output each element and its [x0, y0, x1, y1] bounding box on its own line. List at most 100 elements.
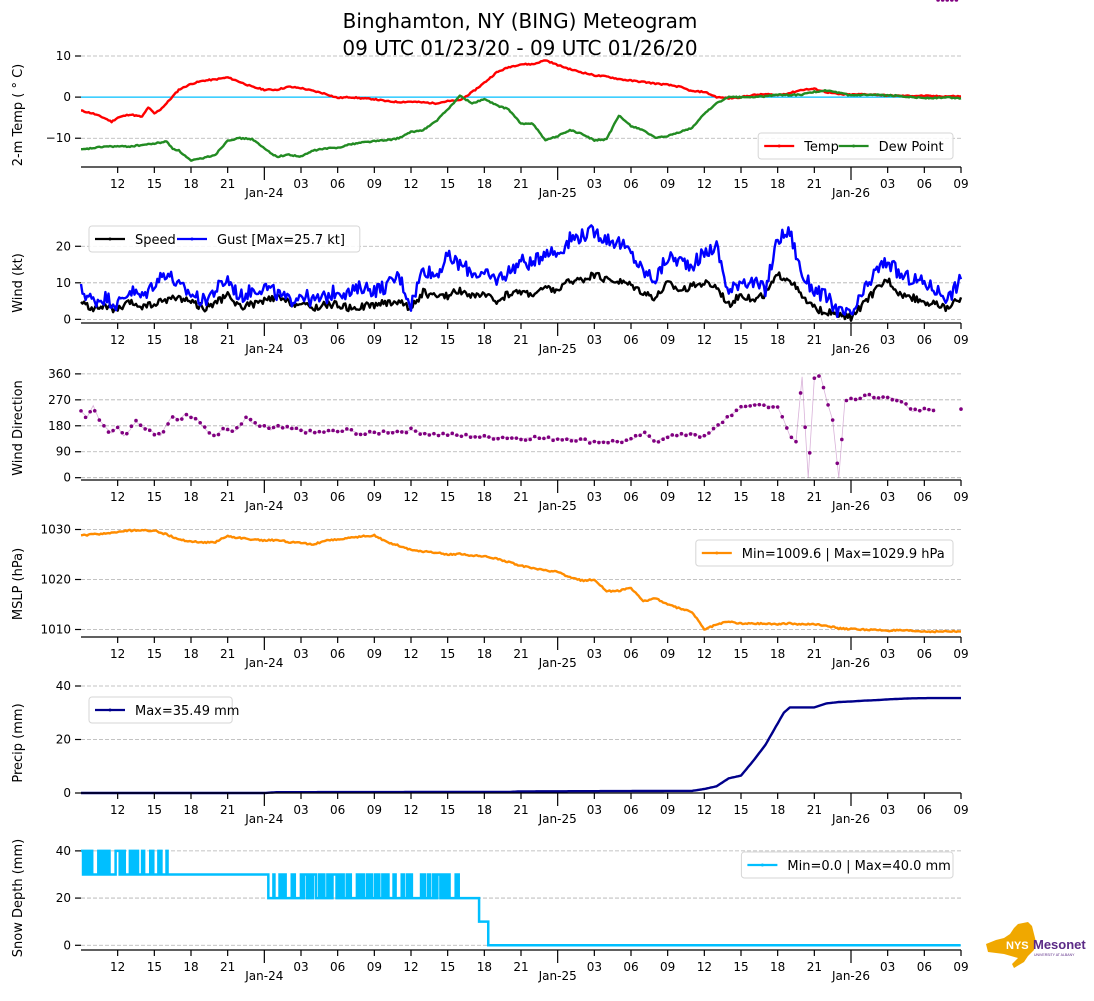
x-tick-label: 12	[403, 490, 418, 504]
x-tick-label: 15	[733, 647, 748, 661]
wind-direction-point	[184, 412, 189, 417]
wind-direction-point	[620, 440, 624, 445]
wind-direction-point	[464, 432, 468, 437]
wind-direction-point	[312, 430, 317, 435]
x-tick-label: 03	[880, 803, 895, 817]
x-tick-label: 09	[953, 177, 968, 191]
x-tick-label: 18	[477, 333, 492, 347]
wind-direction-point	[830, 418, 835, 422]
wind-direction-point	[945, 0, 950, 2]
wind-direction-point	[684, 433, 688, 438]
wind-direction-point	[510, 436, 514, 440]
x-tick-label: Jan-26	[831, 812, 870, 826]
legend-label: Dew Point	[879, 140, 944, 155]
x-tick-label: 09	[367, 960, 382, 974]
wind-direction-point	[367, 429, 372, 434]
wind-direction-point	[97, 418, 102, 422]
legend: Min=0.0 | Max=40.0 mm	[740, 851, 954, 879]
wind-direction-point	[629, 436, 633, 441]
wind-direction-point	[867, 392, 872, 397]
x-tick-label: 03	[880, 960, 895, 974]
wind-direction-point	[762, 403, 766, 407]
x-tick-label: 18	[770, 803, 785, 817]
x-tick-label: 03	[293, 177, 308, 191]
x-tick-label: 15	[440, 960, 455, 974]
wind-direction-point	[578, 437, 583, 441]
legend: Min=1009.6 | Max=1029.9 hPa	[695, 539, 954, 567]
y-tick-label: 10	[56, 276, 71, 290]
x-tick-label: 09	[953, 490, 968, 504]
x-tick-label: 09	[660, 177, 675, 191]
x-tick-label: 18	[770, 333, 785, 347]
wind-direction-point	[922, 406, 927, 411]
wind-direction-point	[807, 451, 812, 455]
x-tick-label: 09	[953, 803, 968, 817]
wind-direction-point	[707, 431, 711, 435]
wind-direction-point	[83, 415, 88, 420]
wind-direction-point	[592, 439, 597, 444]
x-tick-label: 21	[807, 960, 822, 974]
temp-temp-series-line	[81, 59, 962, 124]
x-tick-label: 12	[697, 490, 712, 504]
wind-direction-point	[523, 438, 528, 442]
wind-direction-point	[180, 417, 184, 421]
wind-direction-point	[253, 420, 257, 425]
wind-direction-point	[294, 426, 299, 431]
x-tick-label: 21	[807, 177, 822, 191]
x-tick-label: 18	[477, 490, 492, 504]
wind-direction-point	[166, 422, 170, 426]
wind-direction-point	[803, 425, 807, 430]
mslp-min10096-series-line	[80, 528, 962, 634]
wind-direction-point	[555, 437, 560, 441]
x-tick-label: Jan-25	[538, 186, 577, 200]
wind-direction-point	[899, 399, 904, 404]
wind-direction-point	[895, 398, 899, 403]
wind-direction-point	[739, 404, 743, 409]
x-tick-label: 15	[733, 333, 748, 347]
wind-direction-point	[134, 418, 138, 423]
wind-direction-point	[125, 431, 129, 436]
x-tick-label: 09	[660, 490, 675, 504]
wind-direction-point	[436, 433, 441, 438]
x-tick-label: 06	[917, 960, 932, 974]
wind-direction-point	[514, 436, 519, 440]
wind-direction-point	[262, 423, 267, 428]
wind-direction-point	[537, 436, 542, 441]
x-tick-label: 21	[513, 333, 528, 347]
x-tick-label: 09	[660, 803, 675, 817]
legend-label: Speed	[135, 233, 176, 248]
wind-direction-point	[450, 431, 455, 436]
x-tick-label: 15	[147, 490, 162, 504]
x-tick-label: 12	[403, 803, 418, 817]
wind-speed-series-line	[80, 271, 963, 322]
wind-direction-point	[730, 413, 734, 418]
x-tick-label: Jan-24	[244, 969, 283, 983]
legend: Max=35.49 mm	[88, 696, 239, 724]
x-tick-label: 12	[110, 647, 125, 661]
wind-direction-point	[785, 426, 789, 430]
wind-direction-point	[812, 376, 817, 381]
x-tick-label: 03	[293, 647, 308, 661]
wind-direction-point	[349, 427, 354, 432]
wind-direction-point	[615, 439, 620, 444]
wind-direction-point	[170, 415, 175, 419]
wind-direction-point	[271, 425, 276, 430]
legend-box	[88, 696, 233, 724]
legend-box	[695, 539, 954, 567]
x-tick-label: 03	[587, 647, 602, 661]
y-axis-label: Wind (kt)	[11, 253, 26, 313]
x-tick-label: 03	[293, 490, 308, 504]
logo-subtitle-text: UNIVERSITY AT ALBANY	[1034, 953, 1075, 957]
wind-direction-point	[491, 437, 496, 441]
x-tick-label: 09	[367, 177, 382, 191]
y-tick-label: 20	[56, 239, 71, 253]
wind-direction-point	[455, 433, 459, 437]
wind-direction-point	[129, 424, 134, 429]
wind-direction-point	[175, 417, 180, 422]
wind-direction-point	[147, 428, 152, 433]
wind-direction-point	[587, 441, 592, 445]
wind-direction-point	[675, 433, 679, 438]
x-tick-label: 09	[367, 803, 382, 817]
x-tick-label: 09	[953, 333, 968, 347]
wind-direction-point	[363, 432, 367, 437]
